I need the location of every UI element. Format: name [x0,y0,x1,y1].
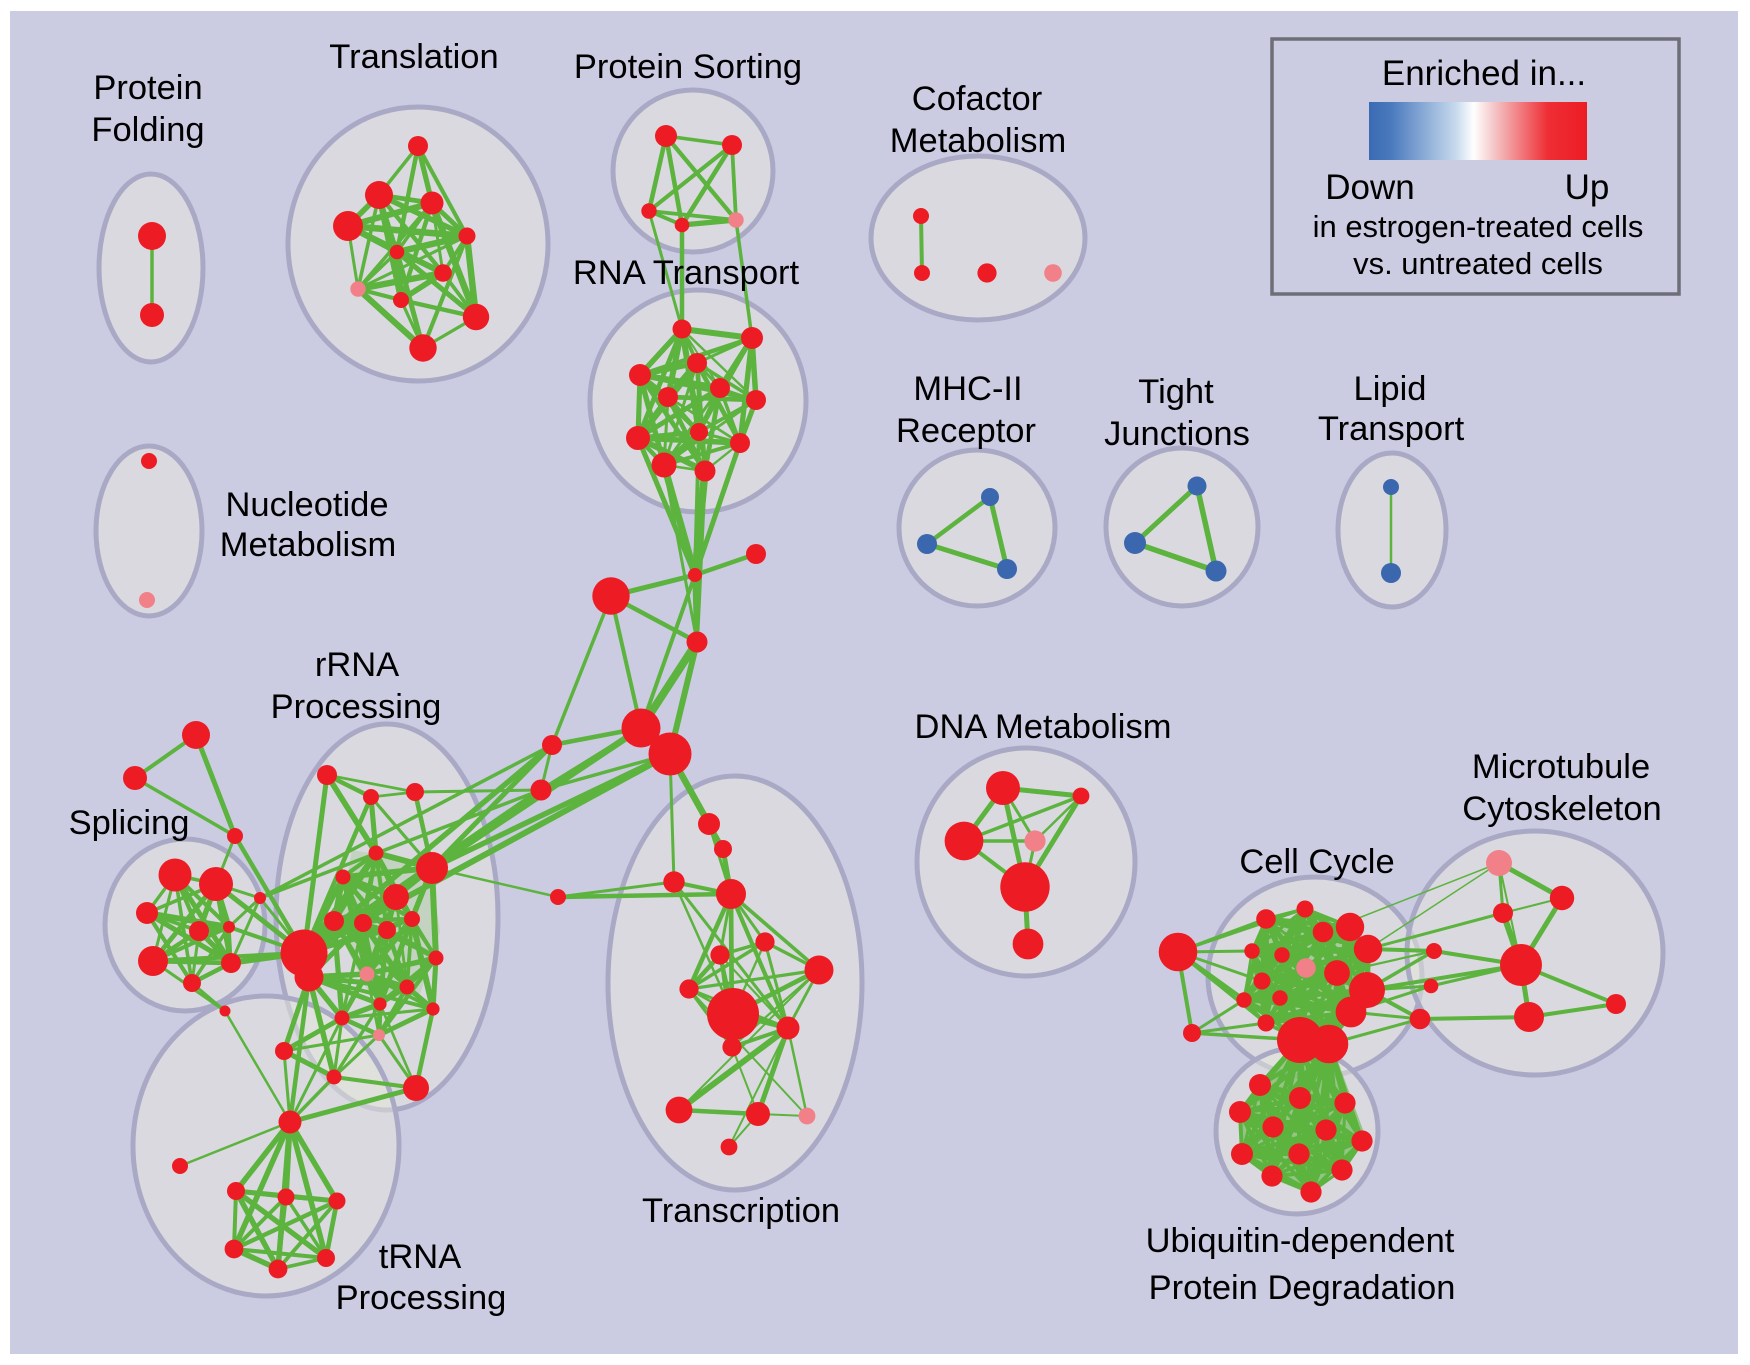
svg-text:Up: Up [1565,168,1610,207]
svg-text:Protein: Protein [93,69,202,107]
svg-text:Junctions: Junctions [1104,415,1250,453]
svg-text:Down: Down [1325,168,1414,207]
svg-text:Transcription: Transcription [642,1192,840,1230]
svg-text:Protein Sorting: Protein Sorting [574,48,802,86]
svg-text:Metabolism: Metabolism [890,122,1066,160]
svg-text:Nucleotide: Nucleotide [225,486,388,524]
svg-text:Folding: Folding [91,111,204,149]
svg-text:Splicing: Splicing [69,804,190,842]
svg-text:vs. untreated cells: vs. untreated cells [1353,246,1603,281]
svg-text:Cell Cycle: Cell Cycle [1239,843,1394,881]
svg-text:Processing: Processing [336,1279,507,1317]
svg-text:MHC-II: MHC-II [913,370,1022,408]
svg-text:Transport: Transport [1318,410,1465,448]
svg-text:in estrogen-treated cells: in estrogen-treated cells [1313,209,1644,244]
svg-text:DNA Metabolism: DNA Metabolism [915,708,1172,746]
svg-text:Cytoskeleton: Cytoskeleton [1462,790,1661,828]
svg-text:Tight: Tight [1138,373,1214,411]
svg-text:Translation: Translation [329,38,498,76]
svg-text:Receptor: Receptor [896,412,1036,450]
svg-text:Ubiquitin-dependent: Ubiquitin-dependent [1146,1222,1455,1260]
svg-text:Protein Degradation: Protein Degradation [1149,1269,1456,1307]
svg-text:Enriched in...: Enriched in... [1382,54,1586,93]
svg-text:Cofactor: Cofactor [912,80,1042,118]
svg-text:RNA Transport: RNA Transport [573,254,800,292]
svg-text:Lipid: Lipid [1354,370,1427,408]
svg-text:Microtubule: Microtubule [1472,748,1650,786]
svg-text:tRNA: tRNA [379,1238,461,1276]
svg-text:Processing: Processing [271,688,442,726]
svg-text:rRNA: rRNA [315,646,399,684]
svg-text:Metabolism: Metabolism [220,526,396,564]
